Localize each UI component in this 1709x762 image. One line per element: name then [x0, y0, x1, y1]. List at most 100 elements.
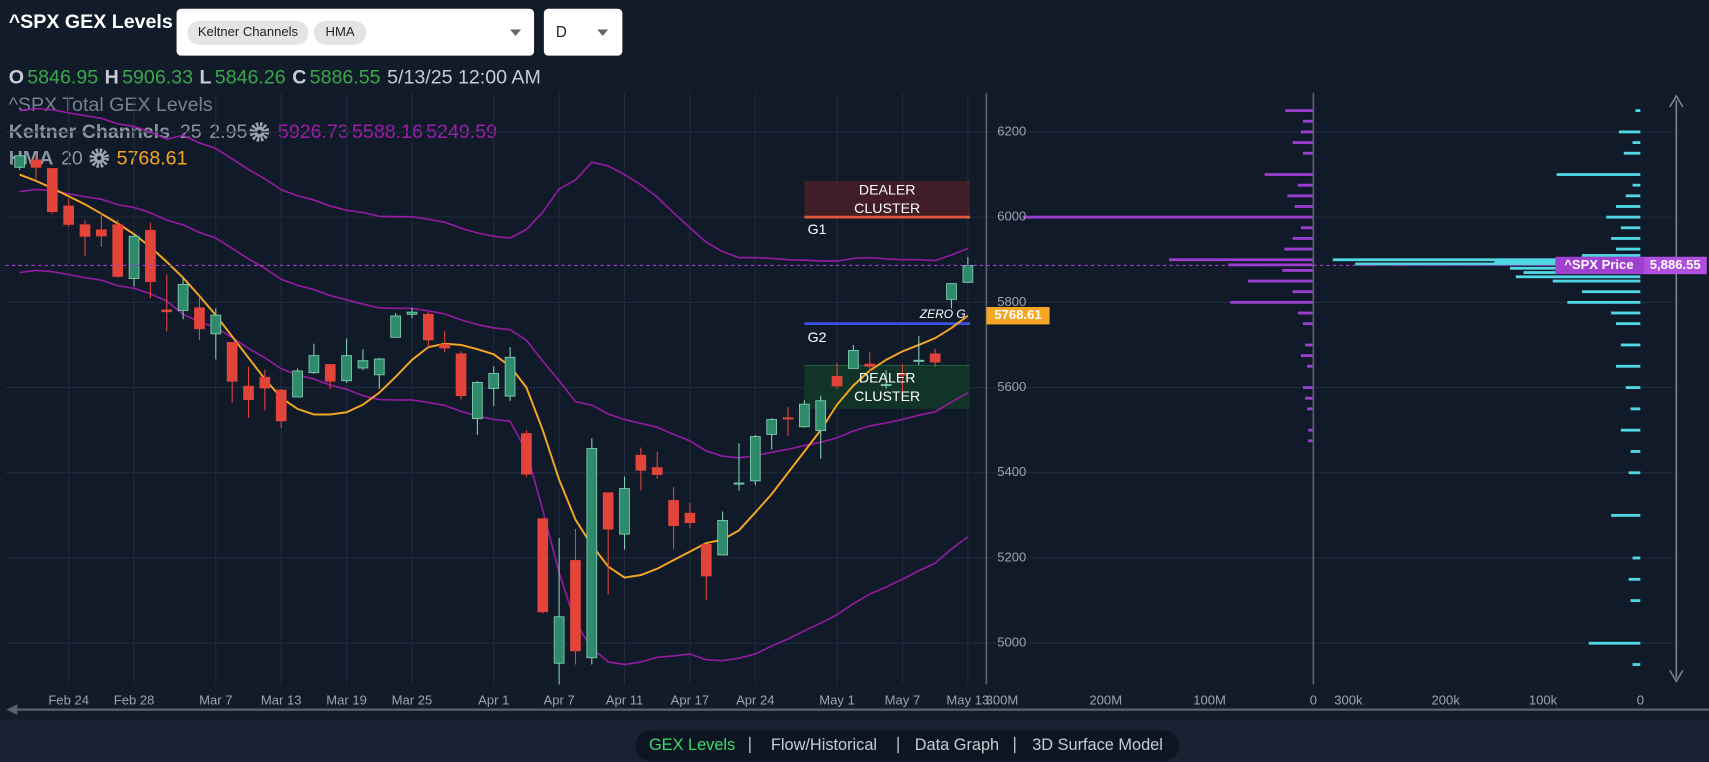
x-tick-label: 200k: [1432, 692, 1461, 707]
gex-bar: [1300, 130, 1314, 134]
indicator-line: [19, 107, 969, 262]
gex-bar: [1620, 343, 1641, 347]
candle-body: [733, 482, 745, 485]
scroll-arrow[interactable]: [1669, 94, 1684, 108]
indicator-line: [19, 269, 969, 666]
candle-body: [112, 224, 124, 277]
candle-body: [586, 448, 598, 659]
x-tick-label: Apr 24: [736, 692, 775, 707]
candle-body: [128, 235, 140, 279]
hma-tag-value: 5768.61: [994, 307, 1041, 322]
gex-bar: [1616, 247, 1641, 251]
gex-bar: [1302, 151, 1314, 155]
gex-bar: [1625, 386, 1641, 389]
y-tick-label: 6200: [997, 123, 1026, 138]
candle-body: [422, 313, 434, 341]
price-tag-value: 5,886.55: [1650, 257, 1701, 272]
candle-body: [357, 360, 369, 369]
gex-chart: [1022, 109, 1314, 443]
candle-body: [700, 543, 712, 577]
candle-body: [717, 520, 728, 556]
scroll-arrow[interactable]: [6, 704, 18, 716]
timeframe: D: [556, 24, 567, 41]
candle-body: [897, 373, 908, 376]
gex-bar: [1282, 268, 1314, 272]
nav-tab[interactable]: 3D Surface Model: [1032, 736, 1163, 754]
gex-bar: [1581, 290, 1641, 294]
gex-bar: [1308, 428, 1314, 432]
candle-body: [749, 436, 761, 482]
horizontal-scroll[interactable]: [6, 704, 1709, 716]
scroll-arrow[interactable]: [1669, 669, 1684, 683]
gex-bar: [1305, 343, 1314, 347]
chip[interactable]: [187, 20, 309, 45]
gex-bar: [1307, 407, 1314, 411]
gex-bar: [1515, 275, 1641, 279]
candle-body: [766, 419, 778, 435]
gex-bar: [1581, 254, 1641, 257]
gex-bar: [1300, 354, 1314, 358]
nav-tab[interactable]: Data Graph: [915, 736, 999, 754]
gear-icon[interactable]: [89, 148, 109, 168]
candle-body: [488, 373, 500, 389]
candle-body: [553, 616, 565, 664]
gex-bar: [1297, 311, 1314, 315]
gex-bar: [1305, 396, 1314, 400]
candle-body: [79, 224, 91, 237]
x-tick-label: Apr 11: [606, 692, 644, 707]
candle-body: [145, 229, 156, 282]
x-tick-label: Mar 7: [199, 692, 232, 707]
chip-label: HMA: [326, 24, 355, 39]
x-tick-label: May 7: [885, 692, 921, 707]
level-label: G2: [808, 330, 827, 346]
gex-bar: [1287, 194, 1314, 198]
price-chart: [14, 107, 974, 685]
candle-body: [30, 159, 42, 168]
gex-bar: [1620, 226, 1641, 230]
gex-bar: [1616, 364, 1641, 368]
nav-tabs: GEX Levels Flow/Historical Data Graph 3D Su…: [649, 736, 1163, 754]
indicator-select[interactable]: Keltner Channels HMA: [176, 8, 535, 56]
candle-body: [962, 265, 974, 283]
candle-body: [161, 309, 173, 313]
candle-body: [341, 355, 352, 382]
ohlc-value: 5886.55: [310, 67, 381, 89]
price-tag: [1555, 256, 1644, 275]
gex-bar: [1228, 263, 1314, 267]
ohlc-readout: O 5846.95 H 5906.33 L 5846.26 C 5886.55 5/13/25 …: [9, 67, 541, 89]
x-tick-label: Apr 1: [478, 692, 509, 707]
x-tick-label: 0: [1637, 692, 1644, 707]
candle-body: [684, 512, 696, 524]
gex-bar: [1630, 450, 1641, 453]
ohlc-value: 5906.33: [122, 67, 193, 89]
chip-label: Keltner Channels: [198, 24, 299, 39]
ohlc-label: O: [9, 67, 24, 89]
timeframe-select[interactable]: D: [543, 8, 623, 56]
overlay: DEALER CLUSTER DEALER CLUSTER G1 ZERO G G2 ^SPX…: [5, 182, 1707, 405]
candle-body: [619, 488, 630, 535]
select-box[interactable]: [543, 8, 623, 56]
gex-bar: [1632, 663, 1641, 666]
gex-bar: [1332, 258, 1641, 262]
gex-bar: [1302, 119, 1314, 123]
zone-label: DEALER CLUSTER: [854, 370, 920, 405]
chip[interactable]: [313, 20, 367, 45]
gex-bar: [1630, 407, 1641, 411]
nav-tab[interactable]: Flow/Historical: [771, 736, 877, 754]
candle-body: [46, 168, 58, 213]
x-tick-label: 0: [1310, 692, 1317, 707]
nav-tab[interactable]: GEX Levels: [649, 736, 735, 754]
ohlc-label: H: [105, 67, 119, 89]
caret: [510, 29, 521, 37]
gex-bar: [1567, 300, 1641, 304]
gex-bar: [1552, 279, 1641, 283]
gex-bar: [1264, 173, 1314, 176]
candle-body: [324, 364, 336, 382]
candle-body: [864, 363, 876, 367]
dealer-cluster: [804, 365, 971, 409]
gex-bar: [1556, 173, 1641, 176]
price-tag: [1643, 256, 1707, 275]
candle-body: [275, 389, 287, 422]
vertical-scroll[interactable]: [1669, 94, 1684, 683]
